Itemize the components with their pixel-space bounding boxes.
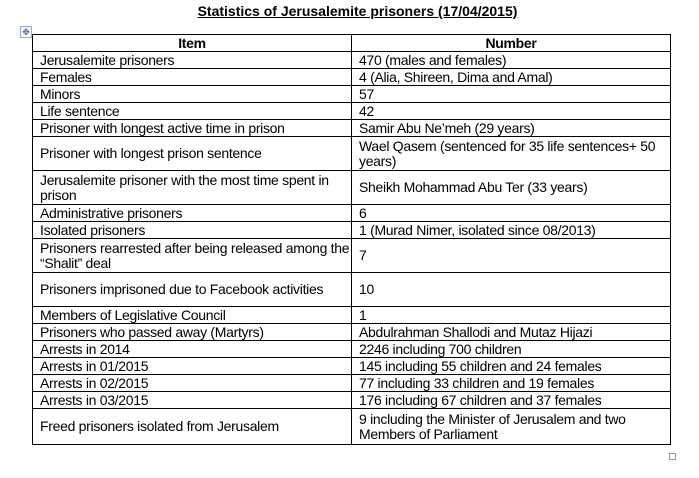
- table-row: Arrests in 02/2015 77 including 33 childr…: [32, 374, 671, 392]
- title-text: Statistics of Jerusalemite prisoners (17…: [197, 3, 518, 19]
- table-row: Life sentence 42: [32, 102, 671, 120]
- column-header-number: Number: [351, 34, 671, 52]
- table-row: Isolated prisoners 1 (Murad Nimer, isolat…: [32, 221, 671, 239]
- cell-number: Sheikh Mohammad Abu Ter (33 years): [351, 170, 671, 205]
- table-resize-handle-icon[interactable]: [669, 453, 676, 460]
- cell-number: 9 including the Minister of Jerusalem an…: [351, 408, 671, 445]
- table-row: Prisoner with longest prison sentence Wae…: [32, 136, 671, 171]
- cell-number: 42: [351, 102, 671, 120]
- table-row: Freed prisoners isolated from Jerusalem 9…: [32, 408, 671, 445]
- cell-number: 77 including 33 children and 19 females: [351, 374, 671, 392]
- cell-item: Isolated prisoners: [32, 221, 352, 239]
- cell-number: 6: [351, 204, 671, 222]
- table-move-handle-icon[interactable]: ✥: [20, 26, 32, 38]
- cell-number: 1: [351, 306, 671, 324]
- header-row: Item Number: [32, 34, 671, 52]
- table-row: Administrative prisoners 6: [32, 204, 671, 222]
- cell-item: Life sentence: [32, 102, 352, 120]
- cell-item: Minors: [32, 85, 352, 103]
- table-row: Jerusalemite prisoners 470 (males and fem…: [32, 51, 671, 69]
- cell-item: Females: [32, 68, 352, 86]
- cell-item: Prisoners imprisoned due to Facebook act…: [32, 272, 352, 307]
- cell-item: Prisoners rearrested after being release…: [32, 238, 352, 273]
- table-row: Prisoner with longest active time in pri…: [32, 119, 671, 137]
- cell-item: Prisoners who passed away (Martyrs): [32, 323, 352, 341]
- table-row: Prisoners imprisoned due to Facebook act…: [32, 272, 671, 307]
- cell-item: Arrests in 03/2015: [32, 391, 352, 409]
- cell-item: Prisoner with longest active time in pri…: [32, 119, 352, 137]
- cell-number: 10: [351, 272, 671, 307]
- table-row: Arrests in 2014 2246 including 700 childr…: [32, 340, 671, 358]
- table-row: Minors 57: [32, 85, 671, 103]
- cell-item: Arrests in 2014: [32, 340, 352, 358]
- cell-number: Abdulrahman Shallodi and Mutaz Hijazi: [351, 323, 671, 341]
- cell-number: 2246 including 700 children: [351, 340, 671, 358]
- cell-number: 4 (Alia, Shireen, Dima and Amal): [351, 68, 671, 86]
- document-title: Statistics of Jerusalemite prisoners (17…: [0, 3, 699, 19]
- table-row: Members of Legislative Council 1: [32, 306, 671, 324]
- cell-item: Jerusalemite prisoner with the most time…: [32, 170, 352, 205]
- table-row: Arrests in 01/2015 145 including 55 child…: [32, 357, 671, 375]
- cell-number: 470 (males and females): [351, 51, 671, 69]
- table-row: Arrests in 03/2015 176 including 67 child…: [32, 391, 671, 409]
- table-row: Jerusalemite prisoner with the most time…: [32, 170, 671, 205]
- table-row: Females 4 (Alia, Shireen, Dima and Amal): [32, 68, 671, 86]
- cell-number: 1 (Murad Nimer, isolated since 08/2013): [351, 221, 671, 239]
- cell-item: Arrests in 02/2015: [32, 374, 352, 392]
- cell-item: Members of Legislative Council: [32, 306, 352, 324]
- column-header-item: Item: [32, 34, 352, 52]
- cell-number: 57: [351, 85, 671, 103]
- cell-item: Administrative prisoners: [32, 204, 352, 222]
- cell-item: Prisoner with longest prison sentence: [32, 136, 352, 171]
- statistics-table: Item Number Jerusalemite prisoners 470 (m…: [32, 34, 671, 445]
- table-row: Prisoners who passed away (Martyrs) Abdul…: [32, 323, 671, 341]
- cell-number: Samir Abu Ne’meh (29 years): [351, 119, 671, 137]
- table-row: Prisoners rearrested after being release…: [32, 238, 671, 273]
- cell-number: 176 including 67 children and 37 females: [351, 391, 671, 409]
- cell-item: Freed prisoners isolated from Jerusalem: [32, 408, 352, 445]
- cell-number: 7: [351, 238, 671, 273]
- cell-item: Arrests in 01/2015: [32, 357, 352, 375]
- cell-item: Jerusalemite prisoners: [32, 51, 352, 69]
- cell-number: 145 including 55 children and 24 females: [351, 357, 671, 375]
- cell-number: Wael Qasem (sentenced for 35 life senten…: [351, 136, 671, 171]
